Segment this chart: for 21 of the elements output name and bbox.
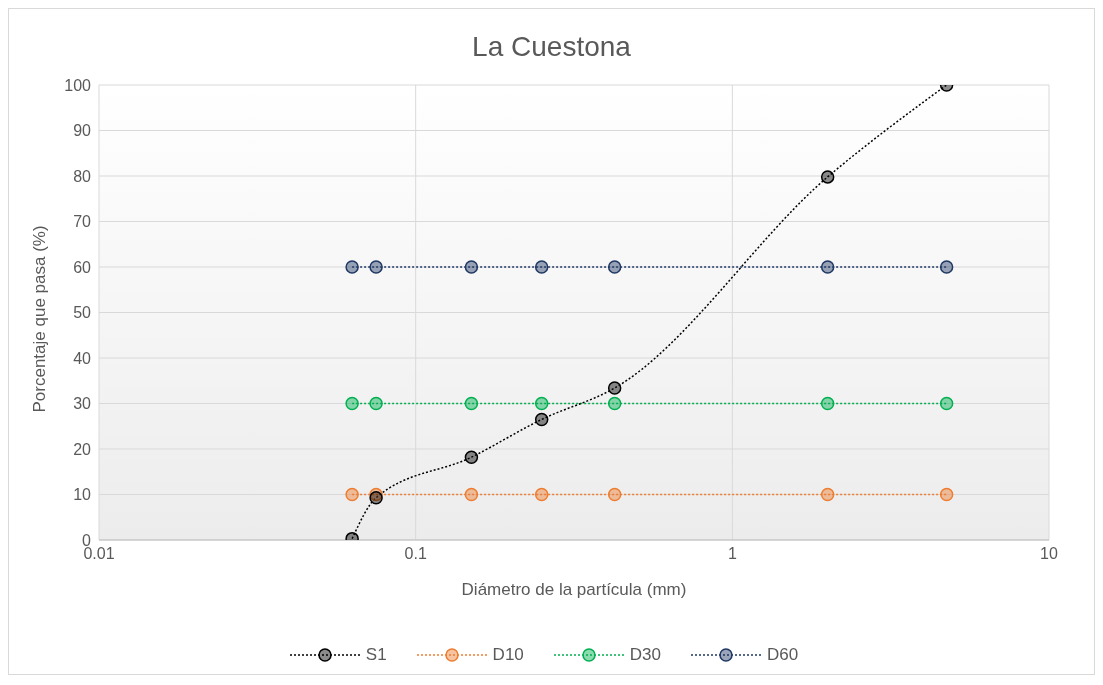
y-tick-label: 50 [73,304,92,322]
legend-label: D60 [766,645,799,665]
legend-label: D10 [492,645,524,665]
y-tick-label: 40 [73,349,92,367]
x-tick-label: 0.01 [83,545,115,563]
legend-label: S1 [365,645,387,665]
chart-title: La Cuestona [471,30,632,64]
y-tick-label: 60 [73,258,92,276]
x-axis-title: Diámetro de la partícula (mm) [461,580,687,599]
y-tick-label: 10 [73,486,92,504]
x-tick-label: 1 [727,545,737,563]
x-tick-label: 10 [1040,545,1058,563]
y-axis-title: Porcentaje que pasa (%) [30,225,50,413]
y-tick-label: 80 [73,167,92,185]
y-tick-label: 70 [73,213,92,231]
y-tick-label: 30 [73,395,92,413]
y-tick-label: 90 [73,122,92,140]
y-tick-label: 100 [64,76,92,94]
legend-label: D30 [629,645,661,665]
y-tick-label: 20 [73,440,92,458]
x-tick-label: 0.1 [404,545,427,563]
